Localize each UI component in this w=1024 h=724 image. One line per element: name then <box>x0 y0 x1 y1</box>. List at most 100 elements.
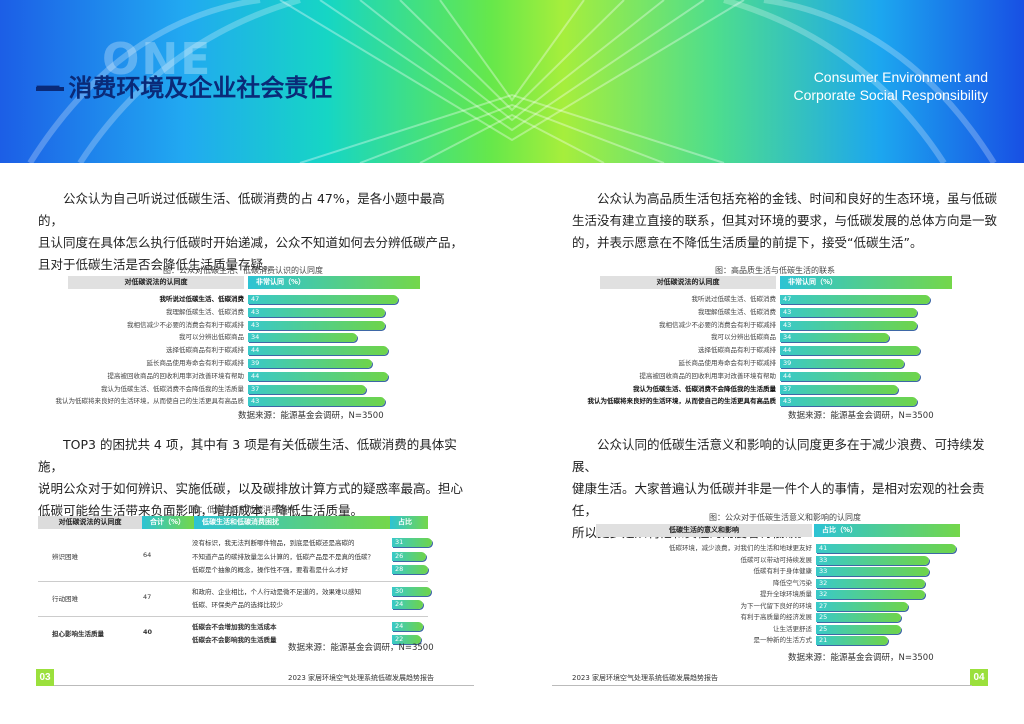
table-item-value: 22 <box>395 635 404 643</box>
section-title: 一 消费环境及企业社会责任 <box>36 68 332 103</box>
chart-row: 为下一代留下良好的环境 <box>596 601 813 612</box>
chart-row: 是一种新的生活方式 <box>596 635 813 646</box>
table-item-value: 26 <box>395 551 404 560</box>
chart-bar: 43 <box>780 397 918 407</box>
paragraph-line: 公众认为自己听说过低碳生活、低碳消费的占 47%，是各小题中最高的， <box>38 191 445 228</box>
chart1-header-right: 非常认同（%） <box>248 276 420 289</box>
chart-row: 我可以分辨出低碳商品 <box>600 332 776 343</box>
chart-bar-value: 27 <box>819 601 828 610</box>
table-item-value: 24 <box>395 600 404 608</box>
chart-bar: 44 <box>248 371 389 381</box>
chart-row-label: 提升全球环境质量 <box>760 590 812 598</box>
table-item-value: 30 <box>395 586 404 595</box>
left-page-number: 03 <box>36 669 54 686</box>
table-item-text: 低碳、环保类产品的选择比较少 <box>192 601 283 609</box>
left-paragraph-2: TOP3 的困扰共 4 项，其中有 3 项是有关低碳生活、低碳消费的具体实施， 说… <box>38 434 468 522</box>
chart2-header-left: 对低碳说法的认同度 <box>600 276 776 289</box>
table-item-text: 低碳会不会增加我的生活成本 <box>192 622 277 631</box>
right-page-number: 04 <box>970 669 988 686</box>
chart-bar: 25 <box>816 613 902 622</box>
chart-row: 让生活更舒适 <box>596 624 812 635</box>
left-table-title: 图：低碳生活和低碳消费困扰 <box>191 505 295 514</box>
header-banner: ONE 一 消费环境及企业社会责任 Consumer Environment a… <box>0 0 1024 163</box>
chart-row: 我相信减少不必要的消费会有利于碳减排 <box>68 320 244 331</box>
table-item-bar: 31 <box>392 538 433 547</box>
chart-bar: 43 <box>248 397 386 407</box>
chart-bar: 43 <box>780 320 918 330</box>
chart-bar-value: 43 <box>783 397 792 406</box>
chart-bar: 37 <box>248 384 367 394</box>
section-title-en: Consumer Environment and Corporate Socia… <box>793 68 988 104</box>
chart-row-label: 我可以分辨出低碳商品 <box>179 333 244 342</box>
chart-bar-value: 39 <box>783 359 792 367</box>
paragraph-line: 公众认同的低碳生活意义和影响的认同度更多在于减少浪费、可持续发展、 <box>572 437 985 474</box>
chart-bar-value: 44 <box>783 371 792 380</box>
chart-bar: 32 <box>816 578 926 588</box>
chart-row: 延长商品使用寿命会有利于碳减排 <box>600 358 777 369</box>
chart-row: 我理解低碳生活、低碳消费 <box>68 307 244 318</box>
title-en-line2: Corporate Social Responsibility <box>793 87 988 103</box>
chart-row: 提升全球环境质量 <box>596 589 812 600</box>
chart-bar-value: 21 <box>819 636 828 644</box>
chart-bar: 39 <box>248 359 373 368</box>
chart-row: 低碳有利于身体健康 <box>596 566 813 577</box>
chart-row: 我可以分辨出低碳商品 <box>68 332 244 343</box>
paragraph-line: TOP3 的困扰共 4 项，其中有 3 项是有关低碳生活、低碳消费的具体实施， <box>38 437 457 474</box>
chart-row-label: 低碳有利于身体健康 <box>753 567 813 575</box>
table-col3: 低碳生活和低碳消费困扰 <box>194 516 390 529</box>
chart-bar: 41 <box>816 544 956 553</box>
table-item-bar: 22 <box>392 635 421 644</box>
chart-row: 选择低碳商品有利于碳减排 <box>68 345 244 356</box>
chart-bar-value: 37 <box>783 384 792 393</box>
table-item-text: 没有标识，我无法判断哪件物品，到底是低碳还是高碳的 <box>192 539 355 547</box>
table-item-value: 31 <box>395 538 404 546</box>
chart-row: 降低空气污染 <box>596 578 812 589</box>
chart-bar: 33 <box>816 567 929 576</box>
paragraph-line: 且认同度在具体怎么执行低碳时开始递减，公众不知道如何去分辨低碳产品， <box>38 235 464 250</box>
chart-row-label: 我可以分辨出低碳商品 <box>711 333 776 342</box>
table-item-bar: 24 <box>392 621 424 631</box>
paragraph-line: 健康生活。大家普遍认为低碳并非是一件个人的事情，是相对宏观的社会责任， <box>572 481 985 518</box>
chart-bar-value: 34 <box>783 333 792 342</box>
chart-row-label: 是一种新的生活方式 <box>753 636 813 644</box>
chart-row: 我理解低碳生活、低碳消费 <box>600 307 776 318</box>
chart-row-label: 有利于高质量的经济发展 <box>740 613 813 621</box>
chart-bar-value: 33 <box>819 567 828 575</box>
table-col1: 对低碳说法的认同度 <box>38 516 142 529</box>
chart-bar: 44 <box>248 346 389 356</box>
table-item-bar: 28 <box>392 565 429 574</box>
right-footer-line <box>552 685 972 686</box>
chart-row-label: 我听说过低碳生活、低碳消费 <box>159 295 245 303</box>
table-divider <box>38 615 428 617</box>
paragraph-line: 的，并表示愿意在不降低生活质量的前提下，接受“低碳生活”。 <box>572 235 923 250</box>
paragraph-line: 说明公众对于如何辨识、实施低碳，以及碳排放计算方式的疑惑率最高。担心 <box>38 481 464 496</box>
chart-bar-value: 44 <box>251 371 260 380</box>
table-group-name: 担心影响生活质量 <box>52 630 104 638</box>
chart-row-label: 我认为低碳将来良好的生活环境，从而使自己的生活更具有高品质 <box>587 397 777 406</box>
chart-bar: 34 <box>780 333 889 343</box>
table-group-total: 40 <box>143 628 153 636</box>
chart1-header-left: 对低碳说法的认同度 <box>68 276 244 289</box>
left-table-header: 对低碳说法的认同度 合计（%） 低碳生活和低碳消费困扰 占比（%） <box>38 516 428 539</box>
chart-bar-value: 43 <box>251 307 260 316</box>
chart3-header-left: 低碳生活的意义和影响 <box>596 524 812 537</box>
right-chart2-source: 数据来源：能源基金会调研，N=3500 <box>788 411 934 421</box>
left-footer: 2023 家居环境空气处理系统低碳发展趋势报告 <box>288 674 435 682</box>
chart-bar: 47 <box>780 295 930 304</box>
title-text: 一 消费环境及企业社会责任 <box>36 74 333 102</box>
left-paragraph-1: 公众认为自己听说过低碳生活、低碳消费的占 47%，是各小题中最高的， 且认同度在具… <box>38 188 468 276</box>
table-col2: 合计（%） <box>142 516 194 529</box>
chart-row: 低碳环境，减少浪费，对我们的生活和地球更友好 <box>596 543 812 554</box>
chart-bar: 44 <box>780 346 921 356</box>
table-item-text: 和政府、企业相比，个人行动是微不足道的，效果难以感知 <box>192 587 361 596</box>
table-item-text: 低碳是个抽象的概念，操作性不强，要看看是什么才好 <box>192 566 348 574</box>
chart-row-label: 提高被回收商品的回收利用率对改善环境有帮助 <box>107 371 245 380</box>
chart-row-label: 延长商品使用寿命会有利于碳减排 <box>678 359 777 367</box>
table-item-bar: 24 <box>392 600 424 609</box>
chart-bar-value: 47 <box>251 295 260 303</box>
chart-bar: 34 <box>248 333 357 343</box>
chart-row-label: 我相信减少不必要的消费会有利于碳减排 <box>659 320 776 329</box>
chart-bar: 43 <box>248 307 386 317</box>
chart-bar-value: 44 <box>251 346 260 355</box>
chart-row: 延长商品使用寿命会有利于碳减排 <box>68 358 245 369</box>
